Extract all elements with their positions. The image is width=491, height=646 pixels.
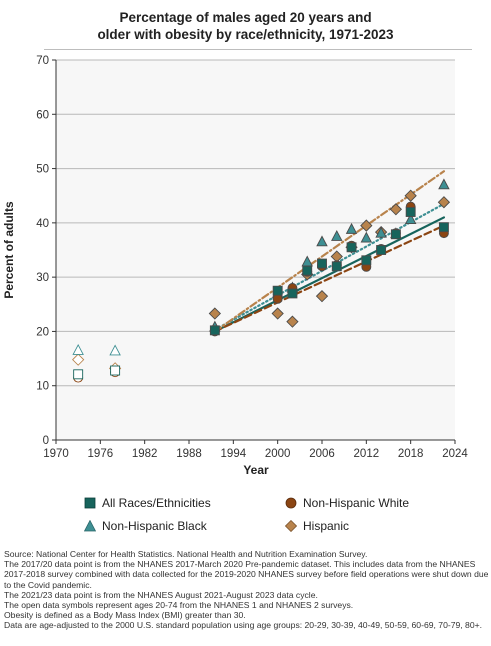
x-tick-label-1988: 1988 <box>176 448 202 460</box>
trend-line-3 <box>213 170 446 333</box>
footnote-age-adjusted: Data are age-adjusted to the 2000 U.S. s… <box>4 620 483 631</box>
point-square-3 <box>302 265 313 276</box>
axes: 0 10 20 30 40 50 60 70 1970 1976 1982 1988 1994 2000 2… <box>36 55 468 460</box>
point-square-9 <box>390 229 401 240</box>
open-point-diamond-0 <box>72 353 85 366</box>
triangle-marker-icon <box>84 520 96 532</box>
chart-title: Percentage of males aged 20 years and ol… <box>20 9 471 43</box>
x-tick-label-2006: 2006 <box>309 448 335 460</box>
point-triangle-8 <box>375 226 387 238</box>
point-circle-1 <box>272 293 283 304</box>
y-tick-label-20: 20 <box>36 326 49 338</box>
point-diamond-4 <box>315 290 329 303</box>
x-tick-label-2024: 2024 <box>442 448 468 460</box>
legend-label: Hispanic <box>303 519 350 533</box>
x-tick-label-1976: 1976 <box>88 448 114 460</box>
point-square-10 <box>405 207 416 217</box>
point-diamond-1 <box>271 307 284 320</box>
chart-title-line-1: Percentage of males aged 20 years and <box>119 10 372 25</box>
y-axis-label: Percent of adults <box>2 201 16 299</box>
point-diamond-7 <box>360 219 373 232</box>
y-tick-label-60: 60 <box>36 109 49 121</box>
trend-line-1 <box>213 224 446 333</box>
point-triangle-7 <box>360 231 373 243</box>
y-tick-label-50: 50 <box>36 164 49 176</box>
point-diamond-2 <box>286 315 299 328</box>
point-triangle-5 <box>331 229 343 241</box>
point-square-0 <box>209 325 220 336</box>
y-tick-label-0: 0 <box>43 435 49 447</box>
x-tick-label-1982: 1982 <box>132 448 158 460</box>
point-diamond-11 <box>437 196 451 209</box>
gridlines <box>56 59 455 387</box>
point-square-1 <box>272 285 283 296</box>
data-points <box>72 178 451 383</box>
x-tick-label-2012: 2012 <box>354 448 380 460</box>
point-triangle-10 <box>404 213 417 225</box>
footnote-open-symbols: The open data symbols represent ages 20-… <box>4 600 354 611</box>
point-square-6 <box>346 242 357 253</box>
point-triangle-4 <box>316 235 328 247</box>
chart-title-line-2: older with obesity by race/ethnicity, 19… <box>97 27 394 42</box>
x-tick-label-1970: 1970 <box>43 448 69 460</box>
y-tick-label-10: 10 <box>36 381 49 393</box>
point-triangle-11 <box>438 178 450 190</box>
open-point-triangle-1 <box>109 344 121 356</box>
trend-lines <box>213 170 446 333</box>
x-axis-label: Year <box>243 463 269 477</box>
footnote-source: Source: National Center for Health Stati… <box>4 549 368 559</box>
legend-item-non-hispanic-black: Non-Hispanic Black <box>84 519 207 533</box>
point-square-7 <box>361 255 372 266</box>
open-point-triangle-0 <box>72 343 84 355</box>
legend-item-hispanic: Hispanic <box>285 519 349 533</box>
footnotes: Source: National Center for Health Stati… <box>4 549 489 631</box>
diamond-marker-icon <box>285 520 297 532</box>
y-tick-label-70: 70 <box>36 55 49 67</box>
point-diamond-10 <box>404 189 417 202</box>
x-tick-label-2018: 2018 <box>398 448 424 460</box>
trend-line-0 <box>213 216 446 333</box>
legend-label: Non-Hispanic Black <box>102 519 207 533</box>
point-square-11 <box>438 222 449 233</box>
point-diamond-0 <box>208 307 221 320</box>
point-square-2 <box>287 288 298 299</box>
trend-line-2 <box>213 202 446 331</box>
point-triangle-6 <box>345 222 358 234</box>
x-tick-label-2000: 2000 <box>265 448 291 460</box>
y-tick-label-30: 30 <box>36 272 49 284</box>
x-tick-label-1994: 1994 <box>221 448 247 460</box>
open-point-square-1 <box>110 365 121 376</box>
footnote-2017-20: The 2017/20 data point is from the NHANE… <box>4 559 489 590</box>
plot-area <box>56 60 455 440</box>
point-square-5 <box>331 261 342 272</box>
point-square-4 <box>317 258 327 269</box>
y-tick-label-40: 40 <box>36 218 49 230</box>
footnote-2021-23: The 2021/23 data point is from the NHANE… <box>4 589 318 600</box>
footnote-obesity-definition: Obesity is defined as a Body Mass Index … <box>4 610 246 621</box>
obesity-chart: 0 10 20 30 40 50 60 70 1970 1976 1982 1988 1994 2000 2… <box>2 55 468 477</box>
point-diamond-9 <box>389 203 403 216</box>
open-point-square-0 <box>73 369 84 380</box>
point-square-8 <box>376 245 387 255</box>
title-divider <box>44 49 472 50</box>
